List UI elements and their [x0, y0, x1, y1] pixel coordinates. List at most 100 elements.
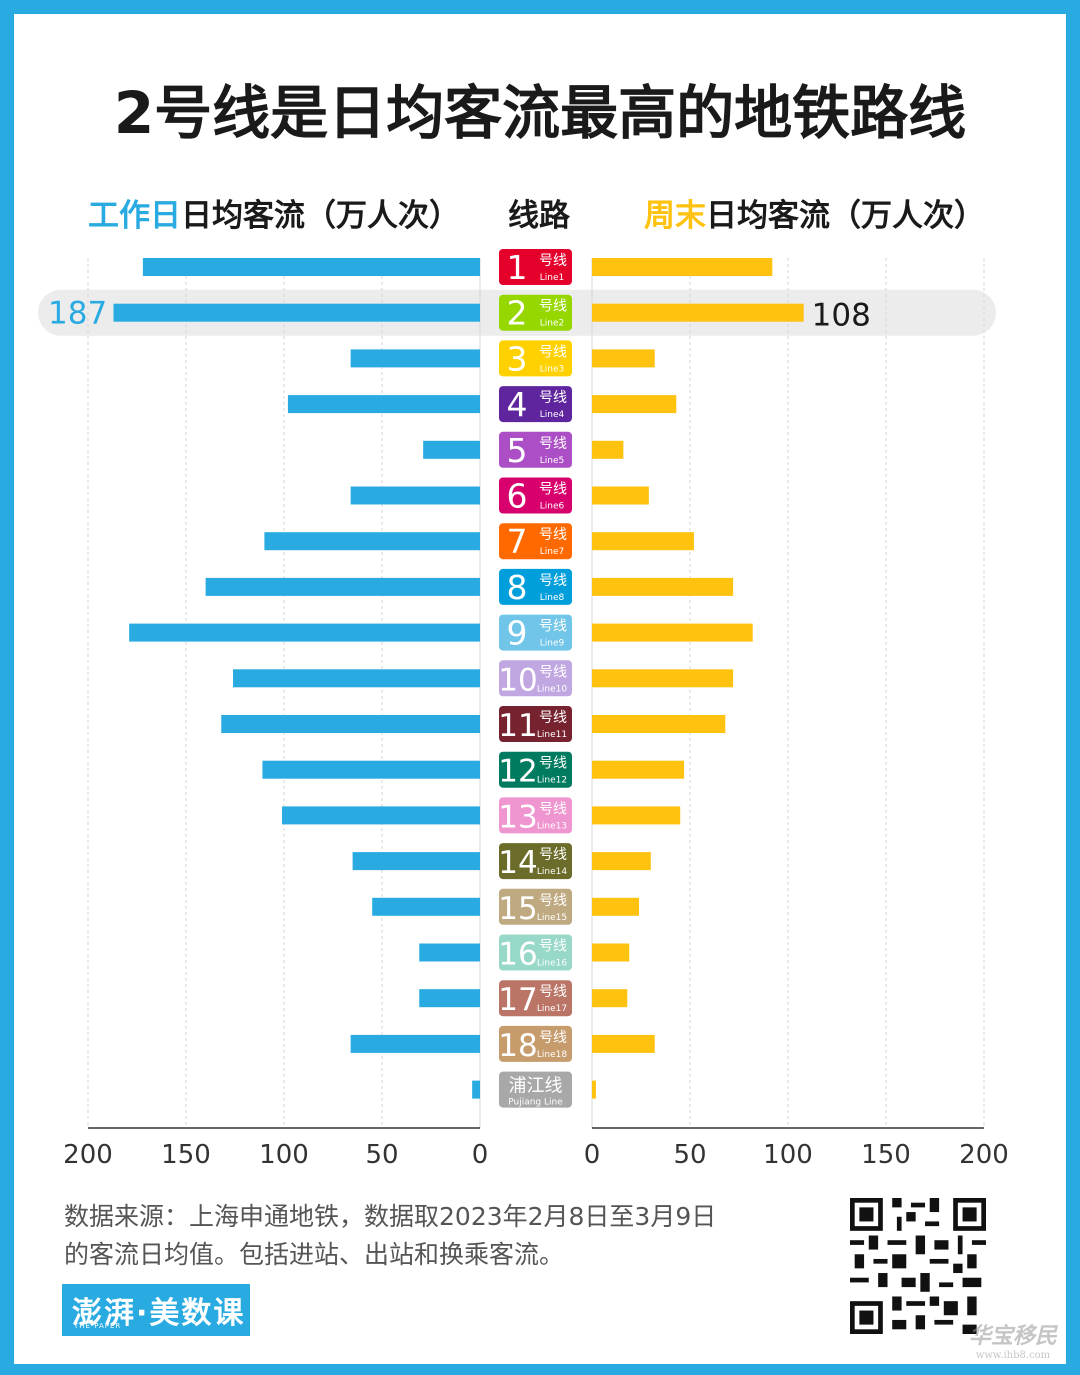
weekday-bar — [287, 395, 480, 414]
weekday-bar — [423, 440, 480, 459]
line-badge — [499, 523, 572, 560]
line-badge — [499, 249, 572, 285]
line-badge-number: 1 — [507, 248, 528, 287]
line-badge-number: 15 — [498, 891, 537, 927]
line-badge-number: 6 — [507, 477, 528, 516]
line-badge-cn: 号线 — [539, 984, 567, 1000]
weekday-bar — [350, 1034, 480, 1053]
weekday-bar — [352, 852, 480, 871]
line-badge — [499, 477, 572, 514]
line-badge-en: Line15 — [537, 913, 567, 923]
weekday-bar — [233, 669, 480, 688]
logo-text: 澎湃·美数课 — [72, 1296, 246, 1331]
line-badge-en: Line7 — [540, 547, 564, 557]
line-badge-cn: 号线 — [539, 527, 567, 543]
weekend-bar — [592, 440, 624, 459]
line-badge — [499, 934, 572, 971]
line-badge — [499, 568, 572, 605]
qr-code-icon — [850, 1198, 986, 1334]
weekend-axis-header: 周末日均客流（万人次） — [644, 190, 985, 235]
weekday-bar — [419, 989, 480, 1008]
x-tick-label-left: 50 — [365, 1140, 398, 1170]
weekend-bar — [592, 1034, 655, 1053]
line-badge-cn: 号线 — [539, 344, 567, 360]
weekend-bar — [592, 852, 651, 871]
watermark: 华宝移民 www.ihb8.com — [958, 1318, 1068, 1361]
line-badge-number: 4 — [507, 385, 528, 424]
line-badge — [499, 340, 572, 377]
line-badge-en: Line5 — [540, 456, 564, 466]
line-badge-cn: 号线 — [539, 939, 567, 955]
line-badge — [499, 386, 572, 423]
weekday-axis-header: 工作日日均客流（万人次） — [88, 190, 460, 235]
line-badge — [499, 888, 572, 925]
weekend-bar — [592, 760, 685, 779]
line-badge-number: 10 — [498, 662, 537, 698]
x-tick-label-right: 100 — [763, 1140, 813, 1170]
line-badge-cn: 号线 — [539, 573, 567, 589]
weekend-bar — [592, 349, 655, 368]
line-badge — [499, 1025, 572, 1062]
weekday-bar — [282, 806, 480, 825]
line-badge-number: 16 — [498, 937, 537, 973]
line-badge-cn: 号线 — [539, 253, 567, 269]
weekend-bar — [592, 669, 734, 688]
line-badge-en: Line14 — [537, 867, 567, 877]
line-badge-cn: 号线 — [539, 482, 567, 498]
line-badge-number: 5 — [507, 431, 528, 470]
x-tick-label-left: 0 — [472, 1140, 489, 1170]
line-badge-en: Pujiang Line — [508, 1098, 563, 1108]
line-badge-cn: 号线 — [539, 801, 567, 817]
line-badge — [499, 980, 572, 1017]
line-badge — [499, 797, 572, 834]
line-badge-number: 18 — [498, 1028, 537, 1064]
watermark-text: 华宝移民 — [968, 1323, 1057, 1349]
weekday-bar — [372, 897, 480, 916]
source-note: 数据来源：上海申通地铁，数据取2023年2月8日至3月9日 的客流日均值。包括进… — [64, 1198, 824, 1274]
line-badge — [499, 294, 572, 331]
weekend-bar — [592, 486, 649, 505]
weekend-bar — [592, 806, 681, 825]
x-tick-label-right: 150 — [861, 1140, 911, 1170]
line-badge — [499, 843, 572, 880]
weekend-bar — [592, 532, 694, 551]
line-badge-cn: 号线 — [539, 436, 567, 452]
line-badge — [499, 614, 572, 651]
source-note-line1: 数据来源：上海申通地铁，数据取2023年2月8日至3月9日 — [64, 1202, 717, 1231]
x-tick-label-right: 0 — [584, 1140, 601, 1170]
weekend-bar — [592, 258, 773, 276]
line-badge-en: Line6 — [540, 502, 565, 512]
watermark-url: www.ihb8.com — [975, 1350, 1051, 1361]
weekday-header-highlight: 工作日 — [88, 198, 181, 234]
line-badge-en: Line3 — [540, 364, 564, 374]
weekend-bar — [592, 989, 628, 1008]
data-label-weekday-max: 187 — [48, 296, 107, 332]
line-badge — [499, 431, 572, 468]
line-badge-en: Line9 — [540, 639, 565, 649]
weekend-header-highlight: 周末 — [644, 198, 706, 234]
weekday-bar — [221, 715, 480, 733]
line-badge-cn: 号线 — [539, 299, 567, 315]
line-badge-en: Line18 — [537, 1050, 567, 1060]
weekday-bar — [262, 760, 480, 779]
weekday-bar — [129, 623, 480, 642]
data-label-weekend-max: 108 — [812, 298, 871, 334]
weekday-bar — [205, 577, 480, 596]
line-badge-number: 14 — [498, 845, 537, 881]
line-badge-number: 13 — [498, 799, 537, 835]
line-badge-cn: 号线 — [539, 893, 567, 909]
line-badge-en: Line10 — [537, 684, 567, 694]
chart-title: 2号线是日均客流最高的地铁路线 — [113, 79, 967, 147]
weekend-bar — [592, 897, 640, 916]
line-badge — [499, 751, 572, 788]
weekend-bar — [592, 623, 753, 642]
line-badge — [499, 660, 572, 697]
logo-subtext: THE PAPER — [74, 1322, 122, 1330]
weekday-bar — [472, 1080, 480, 1099]
weekday-bar — [264, 532, 480, 551]
weekend-bar — [592, 303, 804, 322]
line-badge-en: Line12 — [537, 776, 567, 786]
x-tick-label-right: 200 — [959, 1140, 1009, 1170]
weekday-bar — [419, 943, 480, 962]
